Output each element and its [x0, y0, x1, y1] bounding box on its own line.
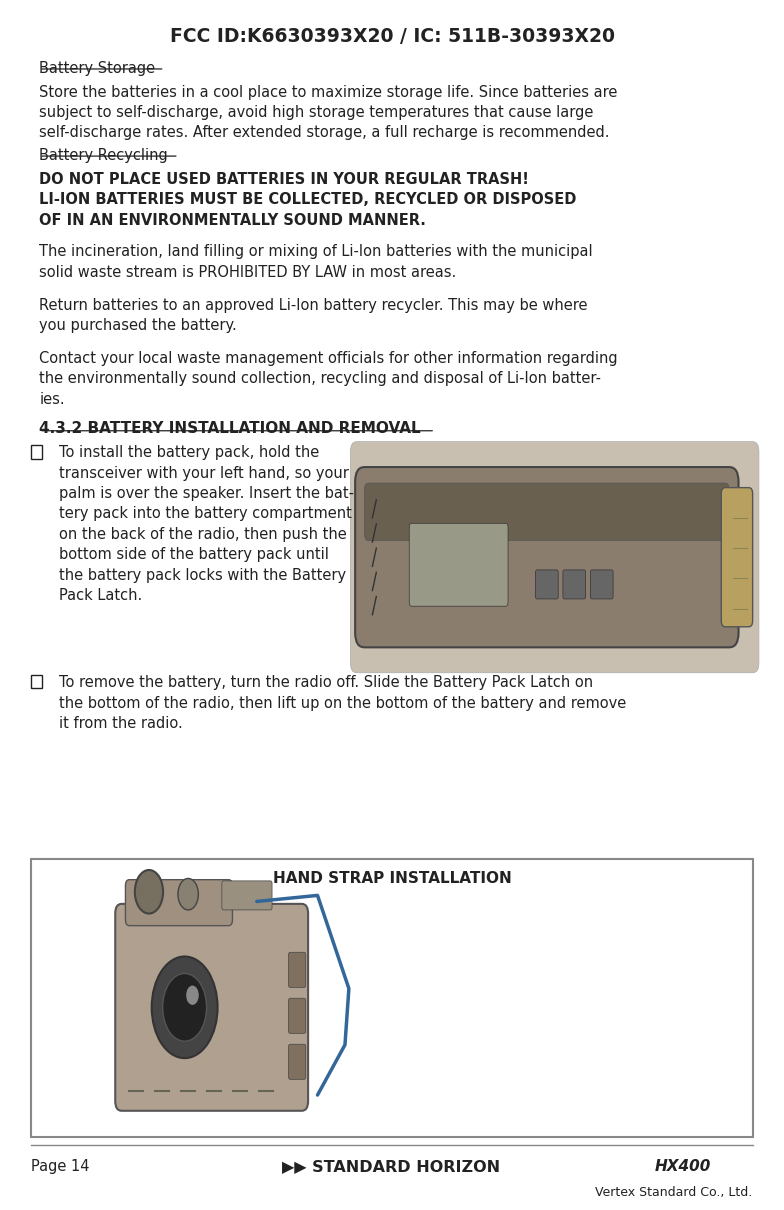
Circle shape	[162, 973, 206, 1041]
Text: Store the batteries in a cool place to maximize storage life. Since batteries ar: Store the batteries in a cool place to m…	[39, 85, 618, 140]
Text: Vertex Standard Co., Ltd.: Vertex Standard Co., Ltd.	[595, 1186, 753, 1199]
Circle shape	[178, 878, 198, 910]
Text: Page 14: Page 14	[31, 1159, 90, 1174]
Text: Battery Recycling: Battery Recycling	[39, 148, 168, 162]
Text: DO NOT PLACE USED BATTERIES IN YOUR REGULAR TRASH!
LI-ION BATTERIES MUST BE COLL: DO NOT PLACE USED BATTERIES IN YOUR REGU…	[39, 172, 576, 227]
FancyBboxPatch shape	[350, 442, 759, 673]
Circle shape	[187, 985, 199, 1004]
Text: HX400: HX400	[655, 1159, 711, 1174]
FancyBboxPatch shape	[590, 570, 613, 599]
FancyBboxPatch shape	[289, 998, 306, 1033]
Text: To remove the battery, turn the radio off. Slide the Battery Pack Latch on
the b: To remove the battery, turn the radio of…	[59, 675, 626, 731]
FancyBboxPatch shape	[31, 445, 42, 459]
Text: Contact your local waste management officials for other information regarding
th: Contact your local waste management offi…	[39, 351, 618, 407]
Text: The incineration, land filling or mixing of Li-Ion batteries with the municipal
: The incineration, land filling or mixing…	[39, 244, 593, 280]
FancyBboxPatch shape	[535, 570, 558, 599]
FancyBboxPatch shape	[409, 524, 508, 606]
Circle shape	[151, 956, 217, 1058]
FancyBboxPatch shape	[355, 467, 739, 647]
FancyBboxPatch shape	[289, 952, 306, 987]
Text: Battery Storage: Battery Storage	[39, 60, 155, 75]
FancyBboxPatch shape	[721, 488, 753, 627]
FancyBboxPatch shape	[563, 570, 586, 599]
FancyBboxPatch shape	[365, 483, 729, 541]
Circle shape	[135, 870, 163, 914]
FancyBboxPatch shape	[31, 675, 42, 688]
FancyBboxPatch shape	[222, 881, 272, 910]
FancyBboxPatch shape	[289, 1044, 306, 1079]
FancyBboxPatch shape	[115, 904, 308, 1111]
Text: 4.3.2 BATTERY INSTALLATION AND REMOVAL: 4.3.2 BATTERY INSTALLATION AND REMOVAL	[39, 421, 421, 436]
Text: Return batteries to an approved Li-Ion battery recycler. This may be where
you p: Return batteries to an approved Li-Ion b…	[39, 298, 588, 333]
Text: To install the battery pack, hold the
transceiver with your left hand, so your
p: To install the battery pack, hold the tr…	[59, 445, 354, 603]
FancyBboxPatch shape	[125, 880, 233, 926]
FancyBboxPatch shape	[31, 859, 753, 1137]
Text: HAND STRAP INSTALLATION: HAND STRAP INSTALLATION	[273, 871, 511, 886]
Text: ▶▶ STANDARD HORIZON: ▶▶ STANDARD HORIZON	[282, 1159, 500, 1174]
Text: FCC ID:K6630393X20 / IC: 511B-30393X20: FCC ID:K6630393X20 / IC: 511B-30393X20	[169, 27, 615, 46]
